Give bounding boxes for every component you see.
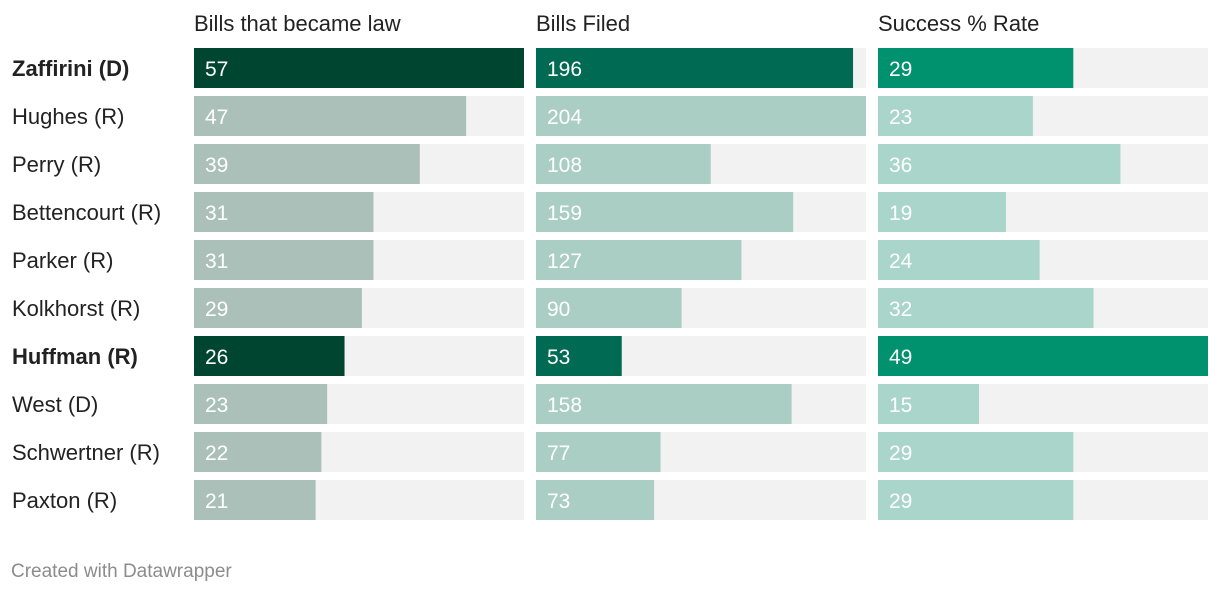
bar [878, 336, 1208, 376]
data-label: 39 [205, 154, 228, 177]
data-label: 77 [547, 442, 570, 465]
bar [878, 384, 980, 424]
bar [536, 144, 711, 184]
bar [194, 240, 374, 280]
data-label: 47 [205, 106, 228, 129]
row-label: West (D) [12, 392, 98, 417]
bar [194, 96, 467, 136]
column-header-1: Bills that became law [194, 11, 401, 36]
bar [194, 336, 345, 376]
bar [878, 96, 1033, 136]
data-label: 49 [889, 346, 912, 369]
data-label: 90 [547, 298, 570, 321]
bar [194, 288, 362, 328]
bar [536, 48, 854, 88]
bar [194, 432, 322, 472]
bar [878, 48, 1074, 88]
data-label: 26 [205, 346, 228, 369]
bar [194, 480, 316, 520]
data-label: 29 [205, 298, 228, 321]
data-label: 196 [547, 58, 582, 81]
data-label: 29 [889, 490, 912, 513]
data-label: 29 [889, 442, 912, 465]
row-label: Paxton (R) [12, 488, 117, 513]
bar [878, 480, 1074, 520]
data-label: 36 [889, 154, 912, 177]
footer-credit: Created with Datawrapper [11, 561, 232, 582]
bar [536, 336, 622, 376]
data-label: 32 [889, 298, 912, 321]
column-header-2: Bills Filed [536, 11, 630, 36]
data-label: 158 [547, 394, 582, 417]
row-label: Hughes (R) [12, 104, 124, 129]
row-label: Schwertner (R) [12, 440, 160, 465]
bar [536, 384, 792, 424]
data-label: 29 [889, 58, 912, 81]
data-label: 21 [205, 490, 228, 513]
bar [878, 144, 1121, 184]
data-label: 23 [205, 394, 228, 417]
bar [878, 192, 1006, 232]
column-header-3: Success % Rate [878, 11, 1039, 36]
row-label: Huffman (R) [12, 344, 138, 369]
row-label: Parker (R) [12, 248, 113, 273]
bar [536, 240, 742, 280]
data-label: 127 [547, 250, 582, 273]
data-label: 23 [889, 106, 912, 129]
data-label: 53 [547, 346, 570, 369]
row-label: Kolkhorst (R) [12, 296, 140, 321]
bar [878, 288, 1094, 328]
data-label: 204 [547, 106, 582, 129]
bar [536, 288, 682, 328]
row-label: Perry (R) [12, 152, 101, 177]
data-label: 22 [205, 442, 228, 465]
data-label: 108 [547, 154, 582, 177]
bar [194, 192, 374, 232]
data-label: 15 [889, 394, 912, 417]
data-label: 19 [889, 202, 912, 225]
bar [878, 240, 1040, 280]
data-label: 31 [205, 250, 228, 273]
data-label: 73 [547, 490, 570, 513]
data-label: 159 [547, 202, 582, 225]
data-label: 57 [205, 58, 228, 81]
bar [194, 384, 328, 424]
bar [536, 96, 866, 136]
row-label: Bettencourt (R) [12, 200, 161, 225]
data-label: 31 [205, 202, 228, 225]
bar [536, 480, 655, 520]
data-label: 24 [889, 250, 913, 273]
bar [536, 192, 794, 232]
bar [194, 48, 524, 88]
bar [536, 432, 661, 472]
bar [194, 144, 420, 184]
row-label: Zaffirini (D) [12, 56, 129, 81]
bar [878, 432, 1074, 472]
